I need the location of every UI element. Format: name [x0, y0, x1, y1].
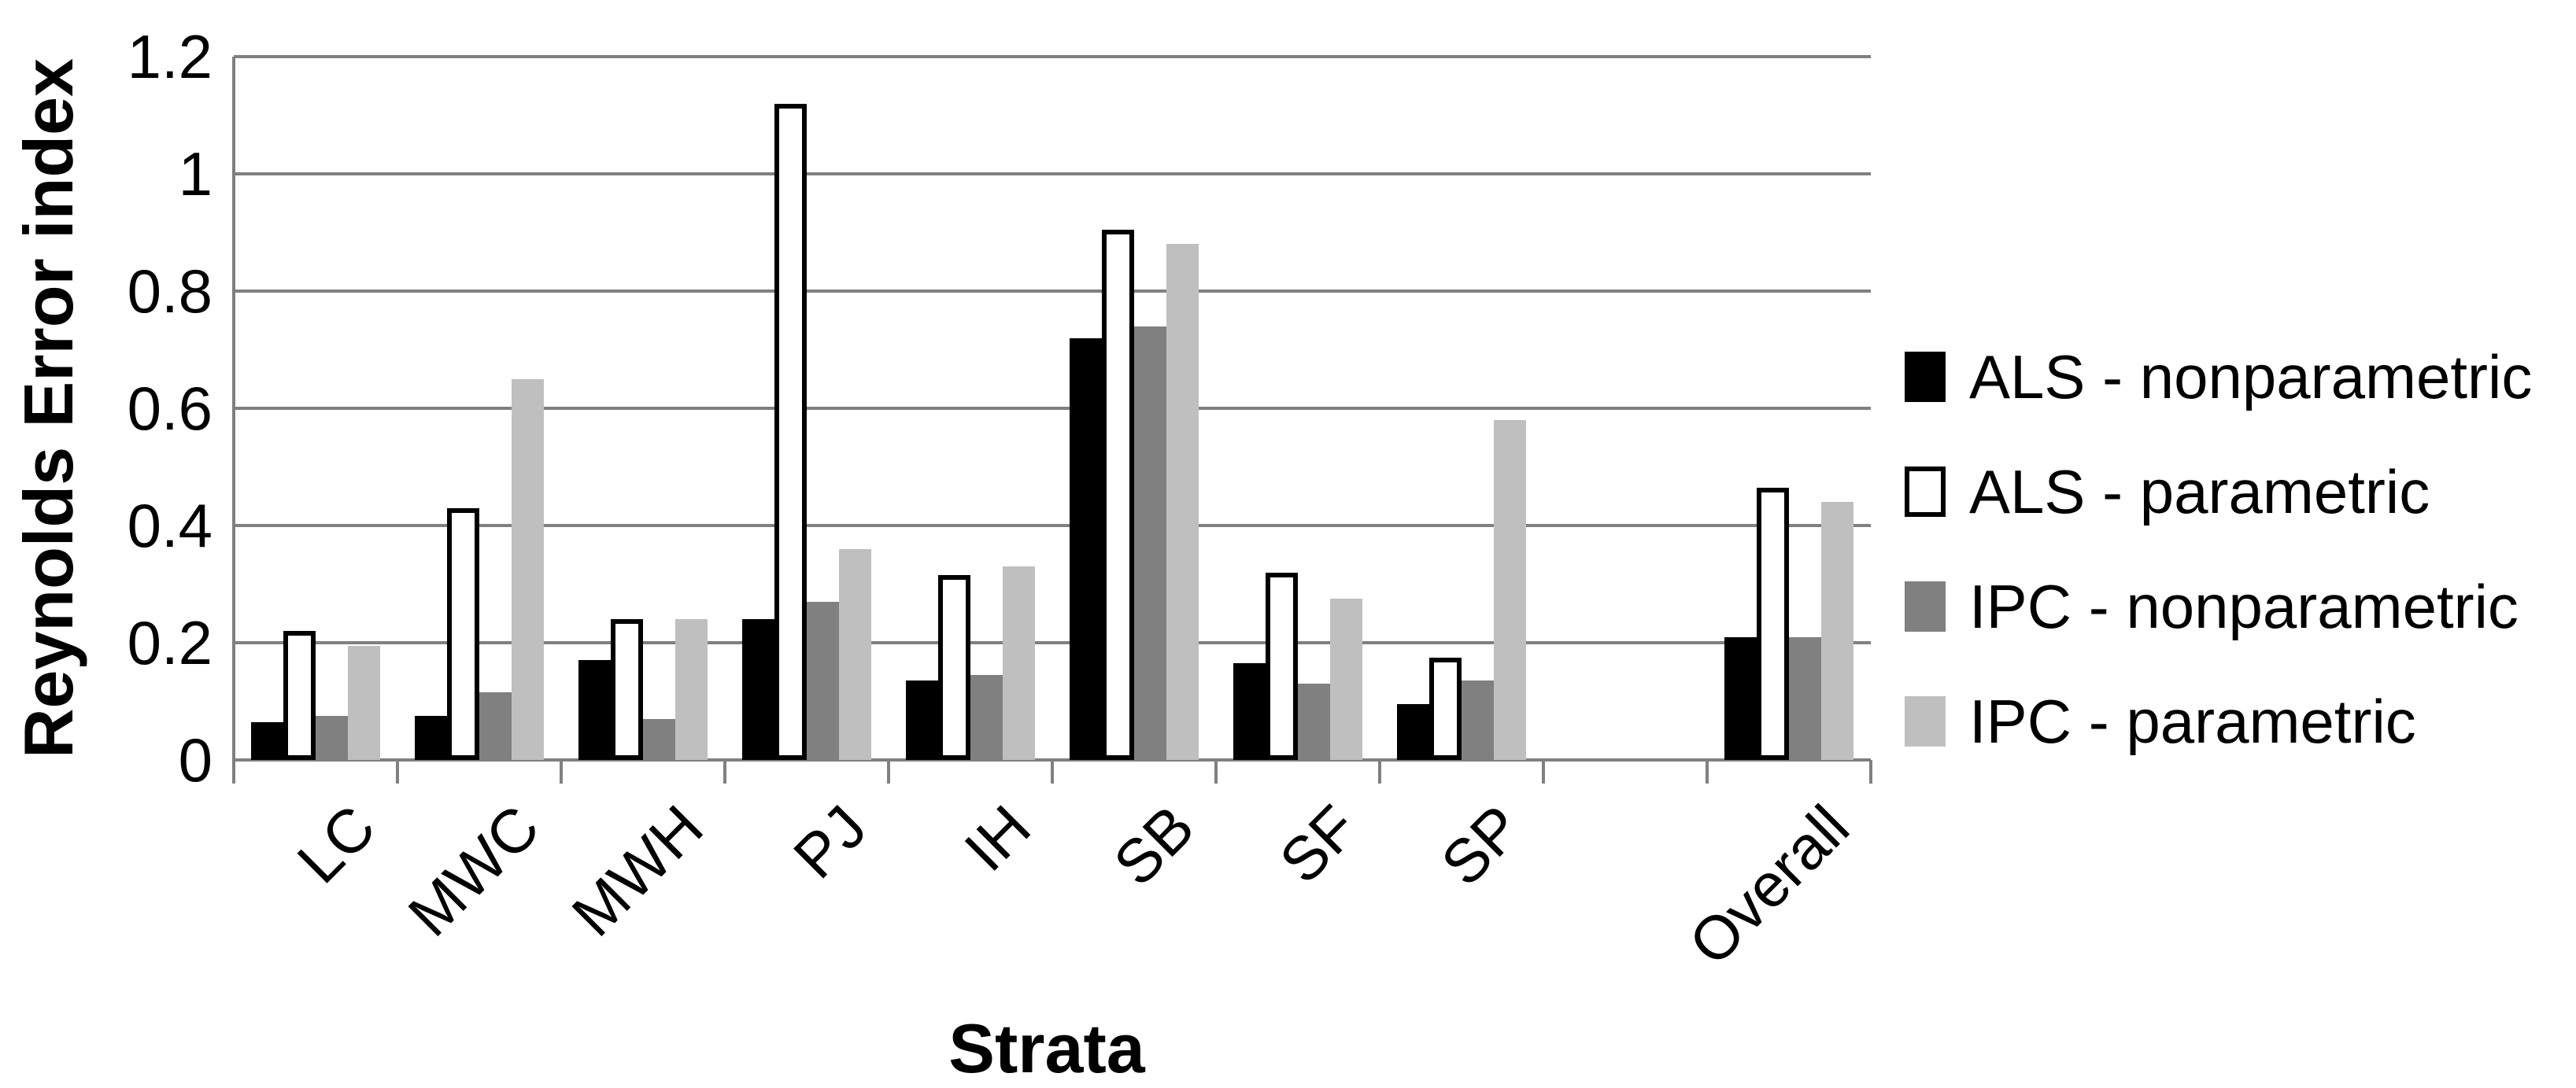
bar [643, 718, 675, 760]
bar [1494, 419, 1526, 760]
y-tick-label: 0.8 [127, 256, 213, 326]
bar [742, 619, 774, 760]
bar [1266, 572, 1298, 760]
bar [1789, 636, 1821, 760]
x-category-label: PJ [780, 791, 880, 892]
category-group-overall [1707, 57, 1871, 760]
y-tick-label: 0.2 [127, 608, 213, 677]
legend-entry: ALS - parametric [1905, 459, 2532, 524]
category-group-empty [1543, 57, 1707, 760]
y-tick-label: 1.2 [127, 22, 213, 91]
bar [447, 507, 479, 760]
legend-entry: IPC - nonparametric [1905, 574, 2532, 639]
gridline [234, 407, 1871, 410]
category-group-sf [1216, 57, 1380, 760]
bar [1233, 663, 1266, 760]
x-category-label: SF [1266, 791, 1371, 897]
x-category-label: Overall [1675, 791, 1862, 979]
gridline [234, 641, 1871, 644]
category-group-sp [1380, 57, 1543, 760]
bar [1003, 566, 1035, 760]
legend-label: IPC - nonparametric [1969, 572, 2519, 641]
x-category-label: MWC [394, 791, 553, 950]
legend-swatch [1905, 352, 1946, 402]
x-axis-tick [396, 760, 399, 784]
bar [578, 660, 611, 760]
legend-label: IPC - parametric [1969, 687, 2416, 756]
gridline [234, 290, 1871, 293]
y-tick-label: 0.4 [127, 491, 213, 560]
bar [1757, 487, 1789, 760]
legend-entry: ALS - nonparametric [1905, 345, 2532, 409]
bar [283, 631, 316, 760]
y-tick-label: 1 [178, 139, 213, 208]
legend-label: ALS - parametric [1969, 457, 2430, 526]
bar [1397, 704, 1429, 760]
x-axis-title: Strata [948, 1009, 1145, 1087]
bar [611, 619, 643, 760]
gridline [234, 55, 1871, 58]
legend-swatch [1905, 696, 1946, 747]
bar [479, 692, 512, 760]
bar [251, 721, 283, 760]
legend: ALS - nonparametric ALS - parametric IPC -… [1905, 345, 2532, 804]
bar [316, 716, 348, 760]
x-axis-tick [1214, 760, 1218, 784]
x-axis-tick [1869, 760, 1872, 784]
category-group-mwc [397, 57, 561, 760]
legend-swatch [1905, 581, 1946, 632]
legend-swatch [1905, 467, 1946, 517]
bar [839, 548, 871, 760]
bar [1166, 244, 1199, 760]
bar [675, 619, 708, 760]
gridline [234, 524, 1871, 527]
category-group-sb [1052, 57, 1216, 760]
bar [1102, 229, 1134, 760]
category-group-ih [889, 57, 1052, 760]
gridline [234, 172, 1871, 175]
bar [348, 645, 380, 760]
x-axis-tick [1051, 760, 1054, 784]
x-axis-tick [1542, 760, 1545, 784]
bar [1330, 599, 1362, 760]
x-category-label: IH [951, 791, 1044, 884]
x-axis-tick [1706, 760, 1709, 784]
bar [938, 575, 970, 760]
legend-entry: IPC - parametric [1905, 689, 2532, 754]
x-axis-tick [723, 760, 726, 784]
y-tick-label: 0 [178, 725, 213, 795]
bar [1724, 636, 1757, 760]
bar [1821, 502, 1853, 760]
bar [807, 601, 839, 760]
plot-area [232, 55, 1872, 784]
bar [415, 716, 447, 760]
x-category-label: SB [1100, 791, 1207, 899]
x-category-label: SP [1428, 791, 1535, 899]
bar [512, 378, 544, 760]
y-axis-line [232, 57, 235, 784]
x-axis-tick [560, 760, 563, 784]
x-axis-tick [232, 760, 235, 784]
bar [1070, 337, 1102, 760]
bar [1134, 326, 1166, 760]
bar [774, 103, 807, 760]
category-group-lc [234, 57, 397, 760]
legend-label: ALS - nonparametric [1969, 342, 2533, 411]
category-group-pj [725, 57, 889, 760]
bar [1298, 684, 1330, 760]
bar [906, 680, 938, 760]
bar [970, 674, 1003, 760]
x-category-label: MWH [558, 791, 716, 950]
category-group-mwh [561, 57, 725, 760]
bar [1429, 657, 1462, 760]
bar [1462, 680, 1494, 760]
y-tick-label: 0.6 [127, 374, 213, 443]
x-axis-tick [1378, 760, 1381, 784]
x-axis-tick [887, 760, 890, 784]
x-category-label: LC [284, 791, 389, 897]
